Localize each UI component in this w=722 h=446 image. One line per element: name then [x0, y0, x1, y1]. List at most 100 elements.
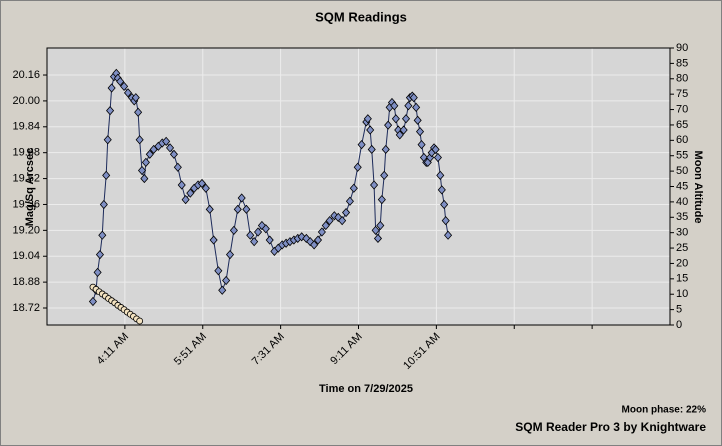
sqm-point	[321, 220, 330, 231]
y-tick-label: 19.20	[12, 224, 40, 236]
sqm-point	[401, 114, 411, 124]
y2-tick-label: 70	[676, 103, 688, 115]
sqm-point	[95, 250, 104, 260]
moon-point	[136, 317, 144, 325]
sqm-point	[444, 230, 453, 240]
y2-tick-label: 10	[676, 288, 688, 300]
sqm-point	[265, 235, 274, 245]
sqm-point	[107, 83, 116, 93]
sqm-point	[413, 115, 422, 125]
sqm-point	[409, 93, 418, 103]
y-tick-label: 18.72	[12, 302, 40, 314]
sqm-point	[201, 183, 210, 193]
sqm-point	[103, 135, 112, 145]
sqm-point	[177, 180, 186, 190]
y2-tick-label: 55	[676, 150, 688, 162]
sqm-point	[225, 250, 235, 260]
sqm-point	[254, 227, 263, 237]
sqm-point	[88, 296, 97, 307]
sqm-point	[412, 102, 421, 112]
moon-phase: Moon phase: 22%	[622, 405, 707, 416]
y2-tick-label: 50	[676, 165, 688, 177]
sqm-point	[218, 285, 227, 295]
y-tick-label: 18.88	[12, 276, 40, 288]
sqm-point	[357, 139, 366, 150]
sqm-point	[376, 220, 385, 231]
sqm-point	[353, 162, 362, 172]
sqm-point	[373, 233, 383, 244]
sqm-point	[181, 194, 190, 205]
y-tick-label: 19.84	[12, 121, 40, 133]
sqm-point	[197, 178, 207, 189]
sqm-point	[371, 225, 380, 235]
sqm-point	[317, 227, 326, 237]
sqm-point	[433, 152, 442, 163]
sqm-point	[131, 93, 140, 103]
sqm-point	[338, 216, 347, 226]
y2-tick-label: 75	[676, 88, 688, 100]
sqm-point	[166, 143, 175, 153]
sqm-point	[123, 88, 133, 98]
sqm-point	[93, 267, 102, 278]
sqm-point	[116, 76, 125, 87]
sqm-point	[250, 237, 259, 247]
y2-tick-label: 65	[676, 119, 688, 131]
sqm-point	[367, 144, 376, 155]
y2-axis-label: Moon Altitude	[692, 151, 704, 224]
sqm-point	[415, 127, 425, 137]
sqm-point	[261, 224, 270, 234]
y2-tick-label: 90	[676, 42, 688, 54]
sqm-point	[173, 162, 182, 172]
y-tick-label: 20.16	[12, 69, 40, 81]
y-axis-label: Mag/Sq Arcsec	[24, 148, 36, 226]
chart-title: SQM Readings	[315, 9, 407, 24]
sqm-point	[390, 101, 399, 111]
sqm-point	[162, 136, 171, 146]
sqm-point	[209, 235, 218, 245]
sqm-point	[395, 130, 404, 140]
sqm-point	[246, 230, 255, 240]
sqm-point	[437, 185, 446, 195]
y2-tick-label: 0	[676, 319, 682, 331]
sqm-point	[145, 149, 154, 159]
sqm-point	[440, 199, 449, 210]
credit: SQM Reader Pro 3 by Knightware	[515, 420, 706, 434]
sqm-point	[417, 139, 426, 150]
sqm-point	[237, 193, 246, 203]
sqm-point	[102, 170, 111, 180]
sqm-point	[98, 230, 107, 240]
sqm-point	[431, 144, 440, 155]
y-tick-label: 19.52	[12, 172, 40, 184]
sqm-point	[441, 216, 450, 226]
y2-tick-label: 80	[676, 73, 688, 85]
sqm-point	[377, 194, 386, 205]
y-tick-label: 19.68	[12, 147, 40, 159]
y2-tick-label: 85	[676, 57, 688, 69]
x-axis-label: Time on 7/29/2025	[319, 383, 413, 395]
sqm-point	[349, 183, 358, 193]
sqm-point	[363, 114, 372, 124]
sqm-point	[99, 199, 108, 210]
sqm-point	[391, 114, 400, 124]
sqm-point	[169, 149, 178, 159]
plot-frame	[46, 47, 671, 326]
y2-tick-label: 35	[676, 211, 688, 223]
y2-tick-label: 60	[676, 134, 688, 146]
sqm-point	[370, 180, 379, 190]
y2-tick-label: 25	[676, 242, 688, 254]
sqm-point	[222, 275, 231, 286]
sqm-point	[242, 204, 251, 214]
y2-tick-label: 45	[676, 180, 688, 192]
sqm-point	[345, 196, 354, 206]
sqm-point	[342, 207, 351, 218]
sqm-point	[186, 188, 195, 198]
sqm-point	[404, 101, 413, 111]
sqm-point	[233, 204, 242, 214]
sqm-point	[137, 165, 147, 176]
sqm-point	[310, 240, 319, 250]
y2-tick-label: 5	[676, 304, 682, 316]
sqm-point	[384, 120, 393, 130]
sqm-point	[134, 107, 143, 117]
y2-tick-label: 20	[676, 257, 688, 269]
